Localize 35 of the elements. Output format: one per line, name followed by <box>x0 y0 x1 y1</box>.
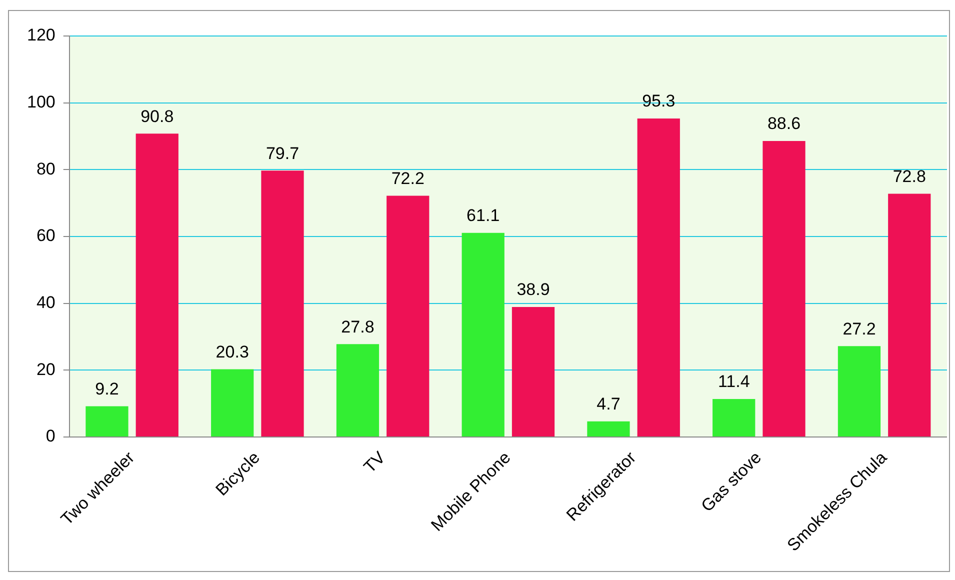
bar <box>512 307 555 437</box>
data-label: 38.9 <box>516 280 550 300</box>
data-label: 79.7 <box>266 144 300 163</box>
bar <box>637 118 680 437</box>
y-tick-label: 60 <box>36 226 56 246</box>
data-label: 4.7 <box>596 394 620 414</box>
bar <box>587 421 630 437</box>
y-tick-label: 120 <box>26 26 56 45</box>
y-tick-label: 80 <box>36 159 56 178</box>
data-label: 9.2 <box>95 379 119 398</box>
bar <box>838 346 881 437</box>
bar <box>136 134 178 437</box>
bar <box>261 170 304 437</box>
y-tick-label: 100 <box>26 92 56 112</box>
bar <box>462 232 504 437</box>
bar <box>386 196 430 437</box>
y-tick-label: 0 <box>46 426 56 446</box>
data-label: 90.8 <box>140 106 174 126</box>
bar <box>888 194 931 437</box>
bar <box>712 398 756 437</box>
data-label: 11.4 <box>718 372 750 392</box>
data-label: 72.2 <box>391 168 424 188</box>
bar <box>211 369 254 437</box>
data-label: 88.6 <box>767 114 801 134</box>
data-label: 61.1 <box>466 206 500 226</box>
data-label: 20.3 <box>216 342 249 362</box>
y-tick-label: 40 <box>36 293 56 312</box>
bar <box>336 344 380 437</box>
bar <box>762 140 806 437</box>
data-label: 27.2 <box>842 319 876 338</box>
y-tick-label: 20 <box>36 360 56 379</box>
data-label: 27.8 <box>341 317 374 336</box>
data-label: 72.8 <box>892 166 926 186</box>
x-tick-label: TV <box>360 448 390 477</box>
bar <box>86 406 128 437</box>
